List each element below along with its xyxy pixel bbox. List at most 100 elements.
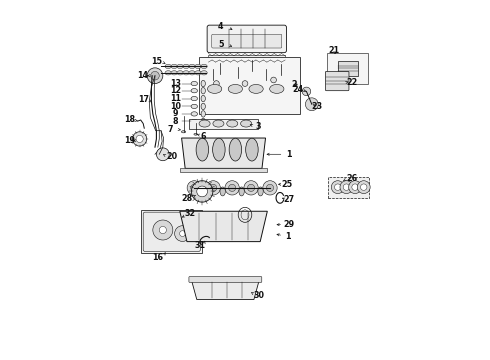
Circle shape: [335, 184, 341, 190]
Circle shape: [151, 71, 159, 80]
Ellipse shape: [194, 134, 197, 135]
Circle shape: [225, 181, 239, 195]
Circle shape: [192, 181, 213, 202]
Polygon shape: [182, 138, 266, 168]
Ellipse shape: [201, 71, 207, 75]
Ellipse shape: [177, 71, 183, 75]
Text: 27: 27: [283, 195, 294, 204]
Ellipse shape: [189, 64, 196, 68]
Ellipse shape: [171, 71, 177, 75]
Text: 28: 28: [181, 194, 193, 203]
Polygon shape: [192, 280, 259, 300]
Circle shape: [263, 181, 277, 195]
Polygon shape: [180, 211, 268, 242]
Ellipse shape: [165, 64, 172, 68]
Circle shape: [156, 148, 169, 161]
Text: 12: 12: [170, 86, 181, 95]
Text: 25: 25: [282, 180, 293, 189]
Ellipse shape: [181, 131, 186, 133]
Ellipse shape: [201, 64, 207, 68]
Circle shape: [147, 68, 163, 84]
Bar: [189, 118, 258, 129]
Circle shape: [357, 181, 370, 194]
Circle shape: [228, 184, 236, 192]
Text: 32: 32: [184, 210, 195, 219]
Text: 20: 20: [167, 152, 178, 161]
Ellipse shape: [201, 80, 205, 87]
Ellipse shape: [201, 103, 205, 110]
Ellipse shape: [195, 64, 201, 68]
Circle shape: [180, 231, 185, 237]
Ellipse shape: [196, 138, 209, 161]
Circle shape: [302, 87, 311, 96]
FancyBboxPatch shape: [212, 34, 282, 48]
Text: 21: 21: [328, 46, 339, 55]
Ellipse shape: [201, 95, 205, 102]
Circle shape: [331, 181, 344, 194]
Bar: [142, 210, 202, 253]
Ellipse shape: [191, 112, 197, 116]
Text: 18: 18: [124, 116, 136, 125]
Circle shape: [197, 186, 207, 197]
Ellipse shape: [199, 120, 210, 127]
Ellipse shape: [228, 85, 243, 93]
Circle shape: [206, 181, 220, 195]
Circle shape: [244, 181, 258, 195]
Text: 30: 30: [254, 291, 265, 300]
Ellipse shape: [239, 187, 245, 196]
Text: 6: 6: [200, 132, 206, 141]
Text: 3: 3: [256, 122, 261, 131]
Ellipse shape: [201, 187, 206, 196]
Ellipse shape: [191, 89, 197, 93]
Circle shape: [343, 184, 350, 190]
Ellipse shape: [171, 64, 177, 68]
FancyBboxPatch shape: [143, 212, 200, 251]
Circle shape: [132, 132, 147, 146]
Ellipse shape: [191, 81, 197, 86]
Circle shape: [159, 226, 167, 234]
Text: 15: 15: [151, 57, 162, 66]
Ellipse shape: [183, 71, 189, 75]
Ellipse shape: [270, 85, 284, 93]
Text: 23: 23: [311, 102, 322, 111]
Text: 17: 17: [138, 95, 148, 104]
Text: 2: 2: [292, 80, 297, 89]
Text: 22: 22: [346, 78, 358, 87]
FancyBboxPatch shape: [207, 25, 287, 53]
Text: 19: 19: [124, 136, 135, 145]
Circle shape: [214, 81, 220, 86]
Circle shape: [210, 184, 217, 192]
Ellipse shape: [258, 187, 263, 196]
Circle shape: [267, 184, 273, 192]
Ellipse shape: [220, 187, 225, 196]
Ellipse shape: [241, 120, 252, 127]
Text: 24: 24: [293, 85, 303, 94]
Ellipse shape: [213, 120, 224, 127]
Ellipse shape: [165, 71, 172, 75]
Text: 31: 31: [195, 240, 206, 249]
Ellipse shape: [195, 71, 201, 75]
Text: 26: 26: [346, 174, 358, 183]
FancyBboxPatch shape: [325, 71, 349, 91]
Text: 10: 10: [170, 102, 181, 111]
Ellipse shape: [229, 138, 242, 161]
Circle shape: [349, 181, 362, 194]
Ellipse shape: [191, 104, 197, 109]
Text: 5: 5: [218, 40, 223, 49]
Bar: [198, 57, 300, 114]
Bar: [208, 55, 285, 61]
Circle shape: [352, 184, 358, 190]
Text: 29: 29: [283, 220, 294, 229]
Text: 1: 1: [286, 150, 292, 159]
Ellipse shape: [207, 85, 222, 93]
Circle shape: [305, 98, 318, 111]
Ellipse shape: [201, 111, 205, 117]
Text: 16: 16: [152, 253, 163, 262]
Circle shape: [361, 184, 367, 190]
Ellipse shape: [191, 96, 197, 101]
Bar: [180, 168, 268, 172]
Text: 11: 11: [170, 94, 181, 103]
Text: 4: 4: [218, 22, 223, 31]
Ellipse shape: [227, 120, 238, 127]
Text: 9: 9: [173, 109, 178, 118]
